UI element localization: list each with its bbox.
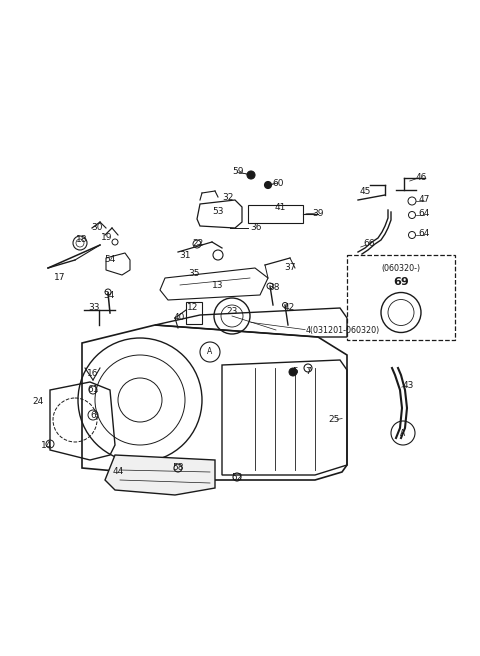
Text: 5: 5	[292, 367, 298, 377]
Text: 12: 12	[187, 302, 199, 312]
Text: 41: 41	[274, 203, 286, 213]
Text: 59: 59	[232, 167, 244, 176]
Text: 7: 7	[305, 367, 311, 377]
Text: 33: 33	[88, 302, 100, 312]
Text: 19: 19	[101, 232, 113, 241]
Text: 46: 46	[415, 173, 427, 182]
Text: 58: 58	[172, 464, 184, 472]
Text: 64: 64	[418, 230, 430, 239]
Text: 24: 24	[32, 398, 44, 407]
Text: 17: 17	[54, 274, 66, 283]
Text: 39: 39	[312, 209, 324, 218]
Text: 47: 47	[418, 195, 430, 205]
Circle shape	[247, 171, 255, 179]
Text: 60: 60	[272, 178, 284, 188]
Text: 52: 52	[231, 472, 243, 482]
Text: 32: 32	[222, 194, 234, 203]
Text: 64: 64	[418, 209, 430, 218]
Text: 23: 23	[226, 308, 238, 316]
Text: 42: 42	[283, 304, 295, 312]
Text: 37: 37	[284, 264, 296, 272]
Text: 38: 38	[268, 283, 280, 291]
Text: 4(031201-060320): 4(031201-060320)	[306, 325, 380, 335]
Text: 36: 36	[250, 224, 262, 232]
Text: 16: 16	[87, 369, 99, 377]
Text: 14: 14	[41, 440, 53, 449]
Text: 34: 34	[103, 291, 115, 300]
Text: 22: 22	[192, 239, 204, 249]
Text: 6: 6	[90, 411, 96, 419]
Text: 13: 13	[212, 281, 224, 291]
Text: 40: 40	[173, 312, 185, 321]
Bar	[186, 302, 202, 324]
Text: 35: 35	[188, 270, 200, 279]
Text: A: A	[207, 348, 213, 356]
Circle shape	[264, 182, 272, 188]
Text: 54: 54	[104, 255, 116, 264]
Text: 69: 69	[393, 277, 409, 287]
Text: (060320-): (060320-)	[382, 264, 420, 274]
Text: 61: 61	[87, 386, 99, 394]
Text: 53: 53	[212, 207, 224, 216]
Text: 43: 43	[402, 380, 414, 390]
Circle shape	[289, 368, 297, 376]
Bar	[347, 255, 455, 340]
Text: 45: 45	[360, 188, 371, 197]
Polygon shape	[105, 455, 215, 495]
Text: 66: 66	[363, 239, 375, 249]
Text: 44: 44	[112, 466, 124, 476]
Bar	[248, 205, 303, 223]
Text: 25: 25	[328, 415, 340, 424]
Text: A: A	[400, 428, 406, 438]
Text: 18: 18	[76, 236, 88, 245]
Text: 31: 31	[179, 251, 191, 260]
Text: 30: 30	[91, 224, 103, 232]
